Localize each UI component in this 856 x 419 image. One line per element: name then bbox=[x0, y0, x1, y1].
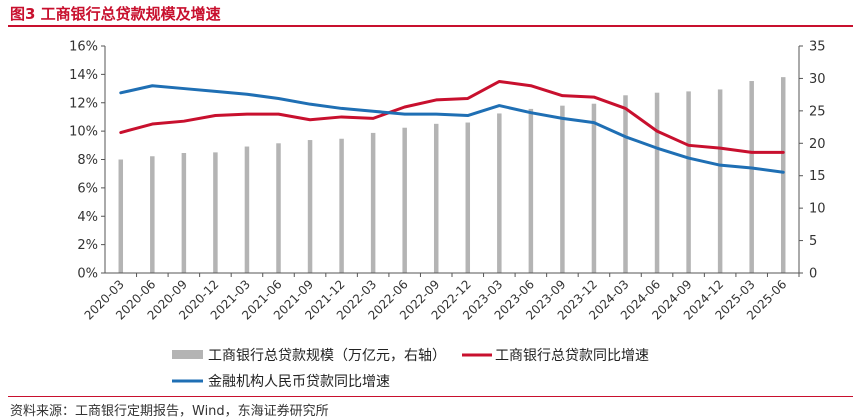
loan-scale-bar bbox=[623, 95, 628, 273]
system-growth-line bbox=[119, 84, 785, 174]
source-note: 资料来源：工商银行定期报告，Wind，东海证券研究所 bbox=[10, 404, 329, 419]
legend-bar-swatch bbox=[172, 350, 203, 359]
loan-scale-bar bbox=[497, 113, 502, 273]
icbc-growth-line bbox=[119, 79, 785, 154]
loan-scale-bar bbox=[213, 152, 218, 273]
loan-scale-bar bbox=[181, 153, 187, 273]
loan-scale-bar bbox=[433, 123, 439, 273]
loan-scale-bar bbox=[654, 92, 660, 273]
loan-scale-bar bbox=[402, 127, 407, 273]
loan-scale-bar bbox=[118, 159, 124, 273]
legend-blue-label: 金融机构人民币贷款同比增速 bbox=[208, 374, 390, 390]
loan-scale-bar bbox=[528, 108, 534, 273]
right-tick-label: 25 bbox=[809, 104, 826, 119]
loan-scale-bar bbox=[560, 105, 565, 273]
loan-scale-bar bbox=[749, 81, 754, 273]
loan-scale-bar bbox=[307, 140, 313, 273]
left-tick-label: 12% bbox=[69, 96, 98, 111]
figure-title: 图3 工商银行总贷款规模及增速 bbox=[10, 5, 221, 23]
left-tick-label: 6% bbox=[77, 181, 98, 196]
loan-scale-bar bbox=[717, 89, 723, 273]
legend-red-label: 工商银行总贷款同比增速 bbox=[495, 348, 649, 364]
right-tick-label: 15 bbox=[809, 169, 826, 184]
right-tick-label: 20 bbox=[809, 137, 826, 152]
loan-scale-bar bbox=[276, 143, 281, 273]
loan-scale-bar bbox=[150, 156, 155, 273]
right-tick-label: 5 bbox=[809, 234, 817, 249]
title-divider bbox=[8, 25, 853, 27]
left-tick-label: 14% bbox=[69, 68, 98, 83]
left-tick-label: 8% bbox=[77, 153, 98, 168]
loan-scale-bar bbox=[339, 138, 344, 273]
loan-scale-bar bbox=[370, 132, 376, 273]
right-tick-label: 0 bbox=[809, 267, 817, 282]
loan-scale-bar bbox=[244, 146, 250, 273]
left-tick-label: 10% bbox=[69, 125, 98, 140]
left-tick-label: 0% bbox=[77, 267, 98, 282]
left-tick-label: 4% bbox=[77, 210, 98, 225]
loan-scale-bar bbox=[780, 77, 786, 273]
loan-scale-bar bbox=[465, 122, 471, 273]
right-tick-label: 35 bbox=[809, 40, 826, 55]
right-tick-label: 10 bbox=[809, 202, 826, 217]
left-tick-label: 16% bbox=[69, 40, 98, 55]
footer-divider bbox=[8, 396, 853, 397]
loan-scale-bar bbox=[591, 103, 597, 273]
legend-bar-label: 工商银行总贷款规模（万亿元，右轴） bbox=[208, 348, 446, 364]
right-tick-label: 30 bbox=[809, 72, 826, 87]
loan-scale-bar bbox=[686, 91, 691, 274]
left-tick-label: 2% bbox=[77, 238, 98, 253]
